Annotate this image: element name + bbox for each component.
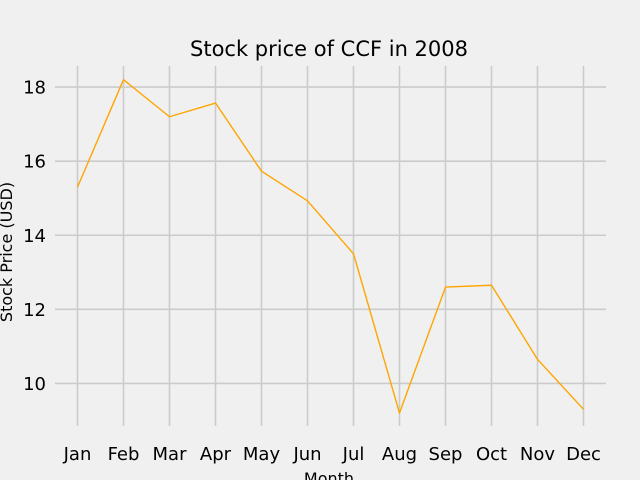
grid (55, 66, 606, 426)
y-tick-label: 16 (23, 152, 46, 173)
x-tick-label: Feb (108, 444, 140, 465)
x-tick-label: Sep (429, 444, 463, 465)
y-tick-labels: 10 12 14 16 18 (23, 78, 46, 395)
y-tick-label: 14 (23, 226, 46, 247)
y-tick-label: 10 (23, 374, 46, 395)
x-tick-label: Dec (566, 444, 601, 465)
y-tick-label: 18 (23, 78, 46, 99)
x-axis-label: Month (304, 469, 354, 480)
y-tick-label: 12 (23, 300, 46, 321)
series-layer (76, 78, 585, 414)
x-tick-label: Apr (200, 444, 232, 465)
x-tick-label: Jun (292, 444, 321, 465)
x-tick-label: Aug (382, 444, 417, 465)
chart-title: Stock price of CCF in 2008 (190, 37, 468, 61)
x-tick-label: Nov (520, 444, 555, 465)
x-tick-label: Mar (153, 444, 188, 465)
x-tick-labels: Jan Feb Mar Apr May Jun Jul Aug Sep Oct Nov Dec (63, 444, 601, 465)
series-line (76, 78, 585, 414)
x-tick-label: May (243, 444, 281, 465)
y-axis-label: Stock Price (USD) (0, 182, 16, 322)
x-tick-label: Oct (476, 444, 507, 465)
x-tick-label: Jan (63, 444, 92, 465)
x-tick-label: Jul (342, 444, 365, 465)
